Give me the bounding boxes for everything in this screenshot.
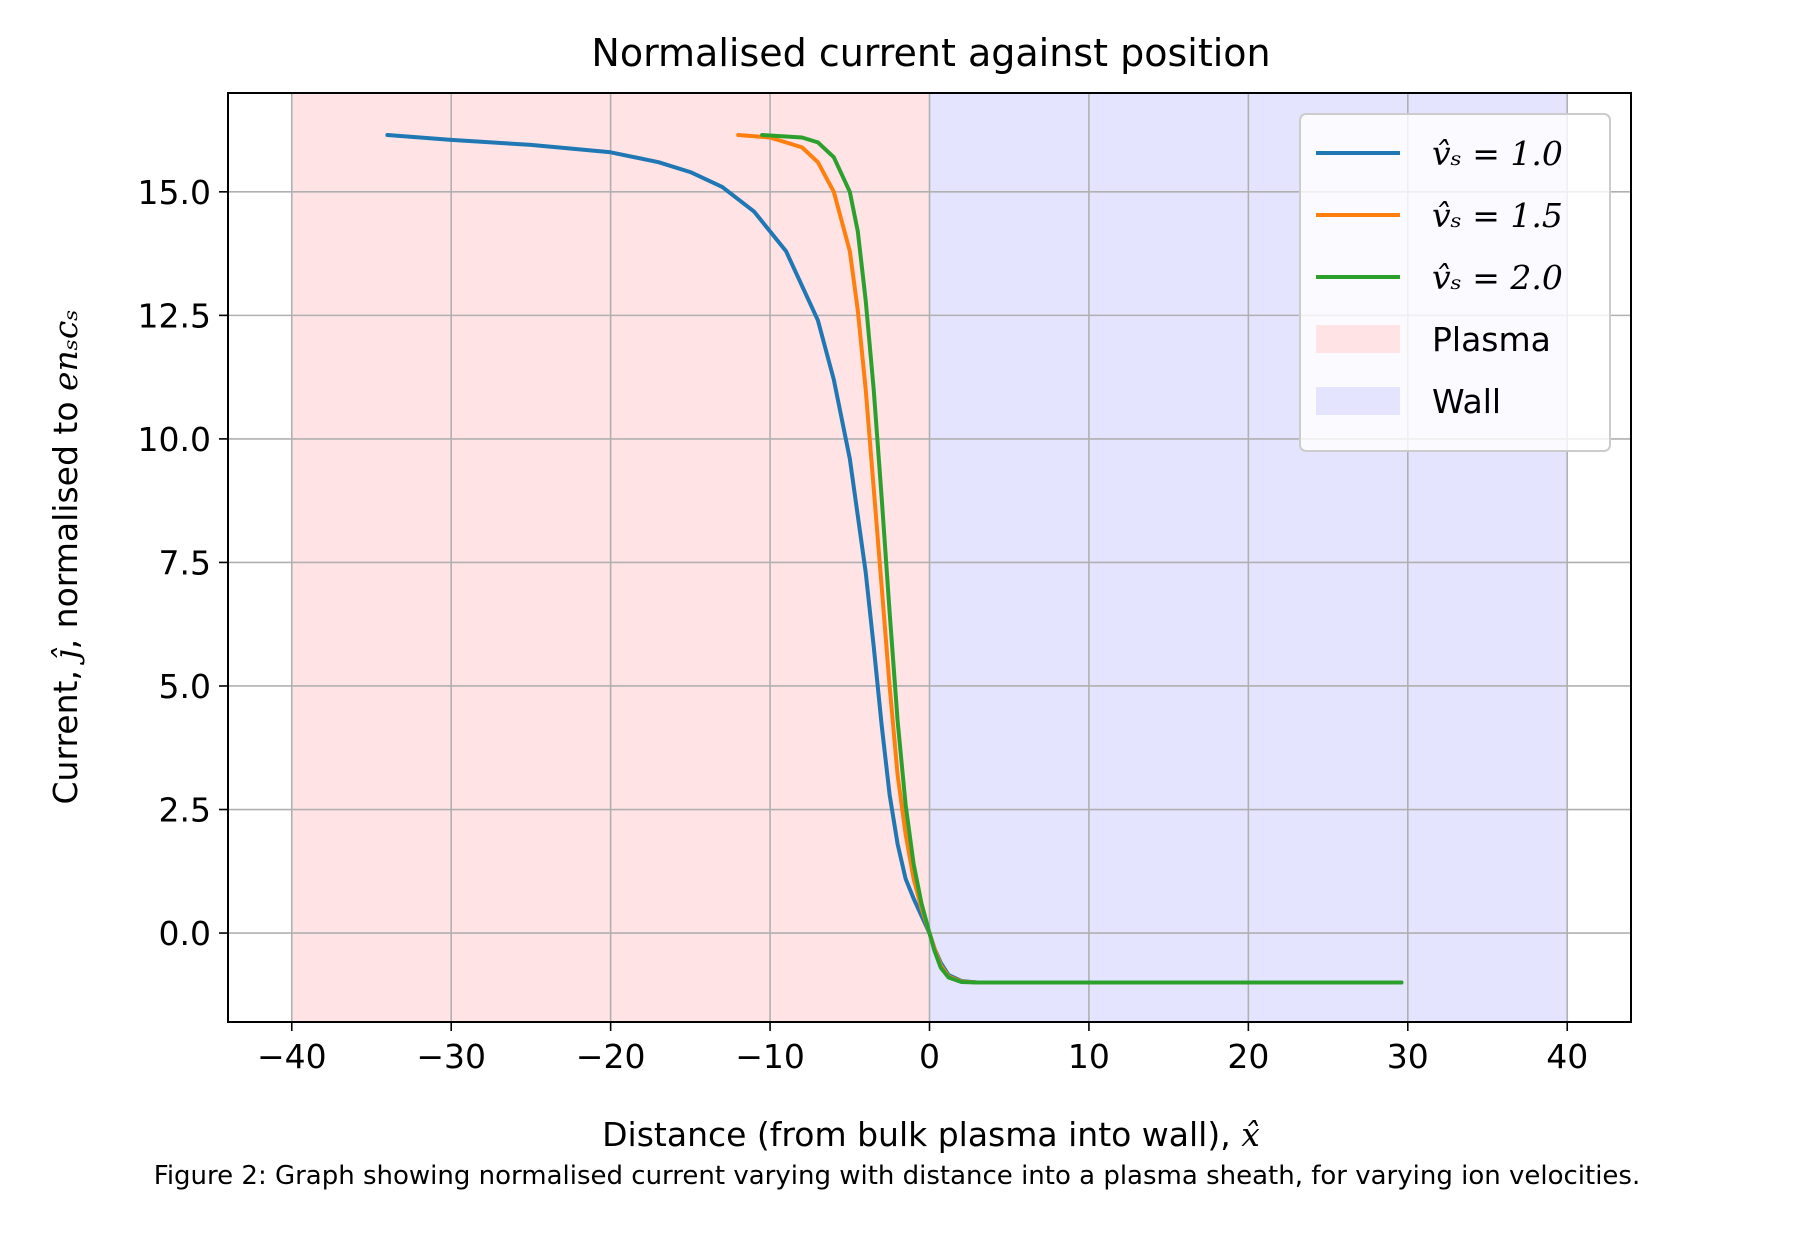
x-tick-label: −20	[576, 1037, 646, 1076]
x-tick-label: 0	[919, 1037, 940, 1076]
legend-label: Plasma	[1432, 320, 1551, 359]
y-tick-label: 0.0	[159, 914, 211, 953]
x-tick-label: 30	[1387, 1037, 1429, 1076]
x-tick-label: −10	[735, 1037, 805, 1076]
y-tick-label: 10.0	[138, 420, 211, 459]
x-tick-label: 10	[1068, 1037, 1110, 1076]
legend-swatch-patch	[1316, 325, 1400, 353]
series-layer	[385, 133, 1404, 985]
y-axis-label: Current, ĵ, normalised to enₛcₛ	[46, 309, 85, 804]
y-tick-label: 7.5	[159, 543, 211, 582]
legend-box	[1299, 113, 1611, 452]
x-tick-label: 40	[1546, 1037, 1588, 1076]
y-axis: 0.0 2.5 5.0 7.5 10.0 12.5 15.0	[138, 173, 228, 953]
x-tick-label: −30	[416, 1037, 486, 1076]
legend-label: v̂ₛ = 1.5	[1432, 196, 1563, 235]
y-tick-label: 2.5	[159, 791, 211, 830]
legend-label: Wall	[1432, 382, 1501, 421]
y-tick-label: 15.0	[138, 173, 211, 212]
figure-caption: Figure 2: Graph showing normalised curre…	[153, 1161, 1641, 1191]
x-axis: −40 −30 −20 −10 0 10 20 30 40	[257, 1022, 1588, 1076]
legend: v̂ₛ = 1.0 v̂ₛ = 1.5 v̂ₛ = 2.0 Plasma Wall	[1299, 113, 1611, 452]
chart-title: Normalised current against position	[591, 31, 1270, 75]
x-axis-label: Distance (from bulk plasma into wall), x…	[602, 1115, 1260, 1154]
x-tick-label: −40	[257, 1037, 327, 1076]
series-line-3	[760, 133, 1404, 985]
x-tick-label: 20	[1227, 1037, 1269, 1076]
legend-label: v̂ₛ = 2.0	[1432, 258, 1563, 297]
y-tick-label: 5.0	[159, 667, 211, 706]
y-tick-label: 12.5	[138, 296, 211, 335]
legend-swatch-patch	[1316, 387, 1400, 415]
legend-label: v̂ₛ = 1.0	[1432, 134, 1563, 173]
